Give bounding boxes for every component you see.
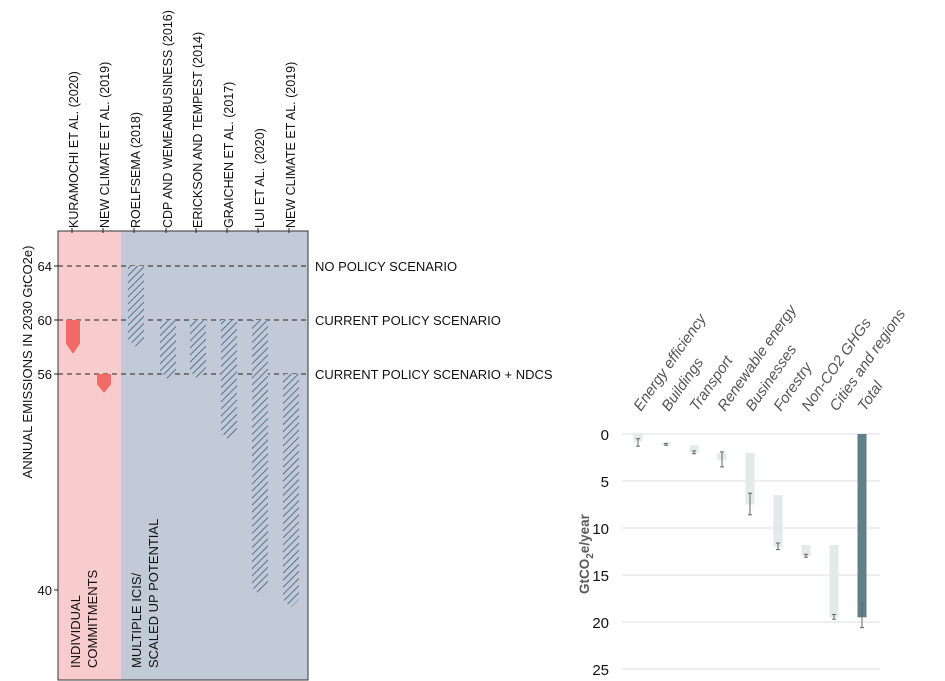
left-chart: NO POLICY SCENARIO CURRENT POLICY SCENARI… xyxy=(20,10,553,681)
potential-bar xyxy=(128,266,144,347)
y-tick-label: 15 xyxy=(592,568,609,585)
scenario-label: CURRENT POLICY SCENARIO + NDCS xyxy=(315,367,553,382)
scenario-label: CURRENT POLICY SCENARIO xyxy=(315,313,501,328)
y-tick-label: 5 xyxy=(601,474,609,491)
y-tick-label: 56 xyxy=(38,367,52,382)
y-tick-label: 60 xyxy=(38,313,52,328)
commitment-bar xyxy=(66,320,80,354)
potential-bar xyxy=(190,320,206,380)
y-tick-label: 20 xyxy=(592,615,609,632)
y-axis-label: ANNUAL EMISSIONS IN 2030 GtCO2e) xyxy=(20,246,35,479)
study-label: LUI ET AL. (2020) xyxy=(253,128,267,228)
potential-bar xyxy=(283,374,299,608)
study-label: ROELFSEMA (2018) xyxy=(129,112,143,228)
y-tick-label: 10 xyxy=(592,521,609,538)
group-label: INDIVIDUAL xyxy=(68,595,83,668)
group-label: SCALED UP POTENTIAL xyxy=(146,519,161,668)
potential-bar xyxy=(252,320,268,596)
plot-frame xyxy=(57,230,309,681)
study-label: CDP AND WEMEANBUSINESS (2016) xyxy=(161,10,175,228)
study-label: GRAICHEN ET AL. (2017) xyxy=(222,82,236,228)
scenario-label: NO POLICY SCENARIO xyxy=(315,259,457,274)
y-axis-label: GtCO2e/year xyxy=(577,513,596,594)
potential-bar xyxy=(221,320,237,441)
y-tick-label: 40 xyxy=(38,583,52,598)
waterfall-bar xyxy=(745,452,755,505)
commitment-bar xyxy=(97,374,111,393)
study-label: NEW CLIMATE ET AL. (2019) xyxy=(98,62,112,228)
study-label: ERICKSON AND TEMPEST (2014) xyxy=(191,32,205,228)
y-tick-label: 0 xyxy=(601,427,609,444)
group-label: COMMITMENTS xyxy=(85,569,100,668)
group-background-individual xyxy=(58,231,121,680)
waterfall-bar xyxy=(633,434,643,442)
group-label: MULTIPLE ICIS/ xyxy=(129,572,144,668)
study-label: KURAMOCHI ET AL. (2020) xyxy=(67,71,81,228)
group-background-multiple xyxy=(121,231,308,680)
waterfall-bar xyxy=(689,445,699,453)
y-tick-label: 25 xyxy=(592,662,609,679)
waterfall-bar xyxy=(829,544,839,618)
y-tick-label: 64 xyxy=(38,259,52,274)
waterfall-bar xyxy=(857,434,867,618)
study-label: NEW CLIMATE ET AL. (2019) xyxy=(284,62,298,228)
potential-bar xyxy=(160,320,176,380)
waterfall-bar xyxy=(773,495,783,547)
waterfall-bar xyxy=(801,544,811,557)
